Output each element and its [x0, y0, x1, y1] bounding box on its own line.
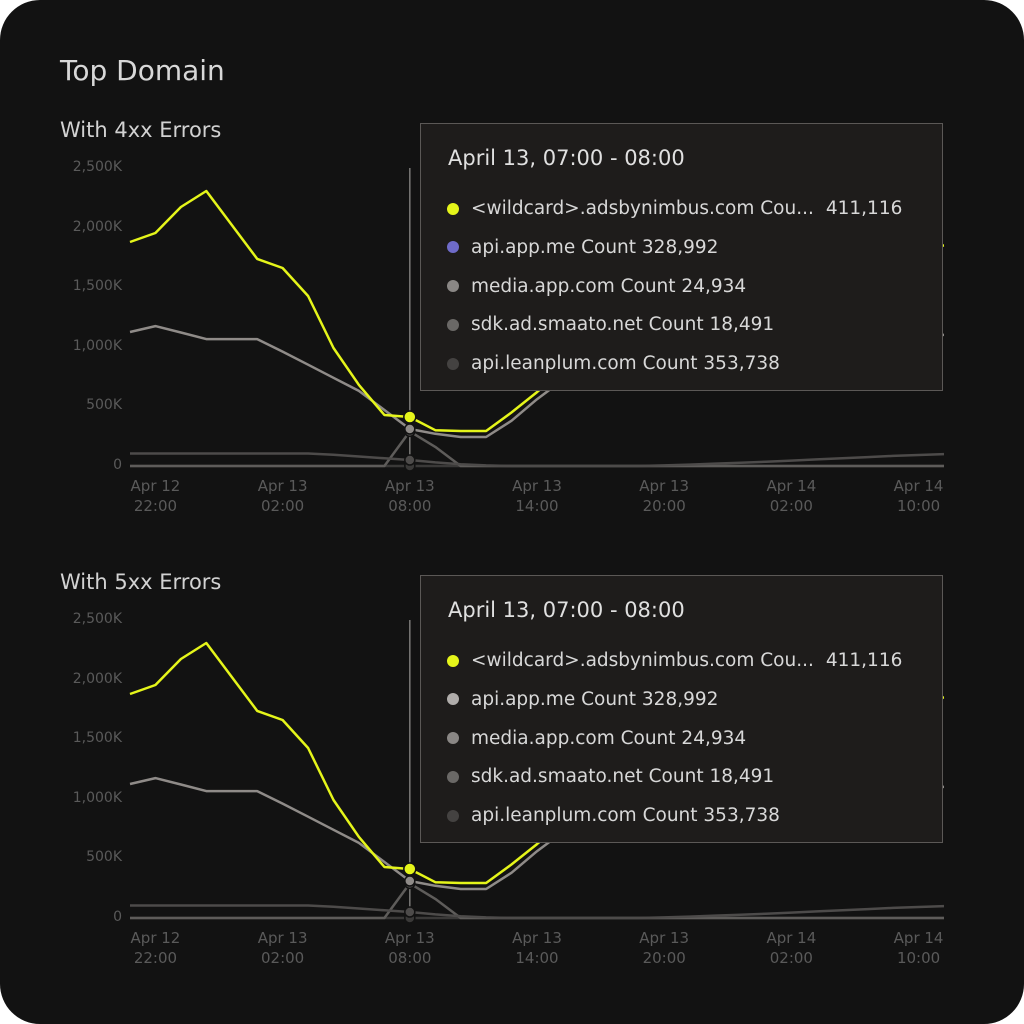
- tooltip-label: api.app.me Count 328,992: [471, 688, 719, 710]
- x-tick-label: Apr 12 22:00: [130, 929, 181, 967]
- tooltip: April 13, 07:00 - 08:00 <wildcard>.adsbyn…: [420, 123, 943, 391]
- hover-dot: [404, 423, 416, 435]
- tooltip-dot: [447, 809, 459, 822]
- tooltip-row: media.app.com Count 24,934: [447, 276, 746, 297]
- tooltip-title: April 13, 07:00 - 08:00: [448, 598, 685, 622]
- tooltip-dot: [447, 202, 459, 215]
- y-tick-label: 500K: [86, 397, 122, 414]
- tooltip-row: api.leanplum.com Count 353,738: [447, 353, 780, 374]
- y-tick-label: 1,500K: [72, 730, 122, 747]
- x-tick-label: Apr 14 10:00: [893, 929, 944, 967]
- x-tick-label: Apr 13 02:00: [257, 477, 308, 515]
- tooltip-row: sdk.ad.smaato.net Count 18,491: [447, 766, 774, 787]
- x-tick-label: Apr 13 20:00: [639, 929, 690, 967]
- y-tick-label: 1,000K: [72, 789, 122, 806]
- tooltip-dot: [447, 241, 459, 254]
- hover-dot: [403, 410, 417, 424]
- x-tick-label: Apr 14 02:00: [766, 929, 817, 967]
- y-tick-label: 2,500K: [72, 611, 122, 627]
- tooltip-row: <wildcard>.adsbynimbus.com Cou... 411,116: [447, 198, 902, 219]
- tooltip-label: media.app.com Count 24,934: [471, 727, 747, 749]
- tooltip-label: sdk.ad.smaato.net Count 18,491: [471, 766, 775, 788]
- hover-dot: [404, 875, 416, 887]
- hover-dot: [403, 862, 417, 876]
- tooltip-row: api.app.me Count 328,992: [447, 237, 718, 258]
- x-tick-label: Apr 14 10:00: [893, 477, 944, 515]
- tooltip-label: media.app.com Count 24,934: [471, 275, 747, 297]
- x-tick-label: Apr 13 08:00: [384, 929, 435, 967]
- series-line: [130, 430, 944, 468]
- tooltip-dot: [447, 732, 459, 745]
- tooltip-count: 411,116: [825, 198, 903, 219]
- y-tick-label: 0: [113, 457, 122, 473]
- x-tick-label: Apr 14 02:00: [766, 477, 817, 515]
- tooltip-row: api.leanplum.com Count 353,738: [447, 805, 780, 826]
- tooltip-label: sdk.ad.smaato.net Count 18,491: [471, 314, 775, 336]
- tooltip-row: media.app.com Count 24,934: [447, 728, 746, 749]
- page-title: Top Domain: [60, 54, 225, 87]
- y-tick-label: 2,000K: [72, 218, 122, 235]
- hover-dot: [404, 906, 416, 918]
- y-tick-label: 1,000K: [72, 337, 122, 354]
- x-tick-label: Apr 13 14:00: [512, 929, 562, 967]
- tooltip-label: api.leanplum.com Count 353,738: [471, 805, 780, 827]
- tooltip-dot: [447, 280, 459, 293]
- y-tick-label: 0: [113, 909, 122, 925]
- x-tick-label: Apr 13 14:00: [512, 477, 562, 515]
- x-tick-label: Apr 13 02:00: [257, 929, 308, 967]
- tooltip: April 13, 07:00 - 08:00 <wildcard>.adsbyn…: [420, 575, 943, 843]
- chart-title: With 5xx Errors: [60, 570, 222, 594]
- series-line: [130, 452, 945, 468]
- tooltip-row: <wildcard>.adsbynimbus.com Cou... 411,116: [447, 650, 902, 671]
- y-tick-label: 1,500K: [72, 278, 122, 295]
- y-tick-label: 500K: [86, 849, 122, 866]
- tooltip-dot: [447, 770, 459, 783]
- series-line: [130, 882, 944, 920]
- tooltip-label: api.app.me Count 328,992: [471, 236, 719, 258]
- tooltip-dot: [447, 693, 459, 706]
- tooltip-dot: [447, 654, 459, 667]
- tooltip-label: api.leanplum.com Count 353,738: [471, 353, 780, 375]
- tooltip-row: sdk.ad.smaato.net Count 18,491: [447, 314, 774, 335]
- tooltip-row: api.app.me Count 328,992: [447, 689, 718, 710]
- tooltip-title: April 13, 07:00 - 08:00: [448, 146, 685, 170]
- x-tick-label: Apr 13 20:00: [639, 477, 690, 515]
- tooltip-label: <wildcard>.adsbynimbus.com Cou...: [471, 198, 814, 219]
- y-tick-label: 2,500K: [72, 159, 122, 175]
- chart-title: With 4xx Errors: [60, 118, 222, 142]
- series-line: [130, 904, 945, 920]
- x-tick-label: Apr 12 22:00: [130, 477, 181, 515]
- tooltip-dot: [447, 357, 459, 370]
- tooltip-count: 411,116: [825, 650, 903, 671]
- tooltip-dot: [447, 318, 459, 331]
- tooltip-label: <wildcard>.adsbynimbus.com Cou...: [471, 650, 814, 671]
- hover-dot: [404, 454, 416, 466]
- x-tick-label: Apr 13 08:00: [384, 477, 435, 515]
- y-tick-label: 2,000K: [72, 670, 122, 687]
